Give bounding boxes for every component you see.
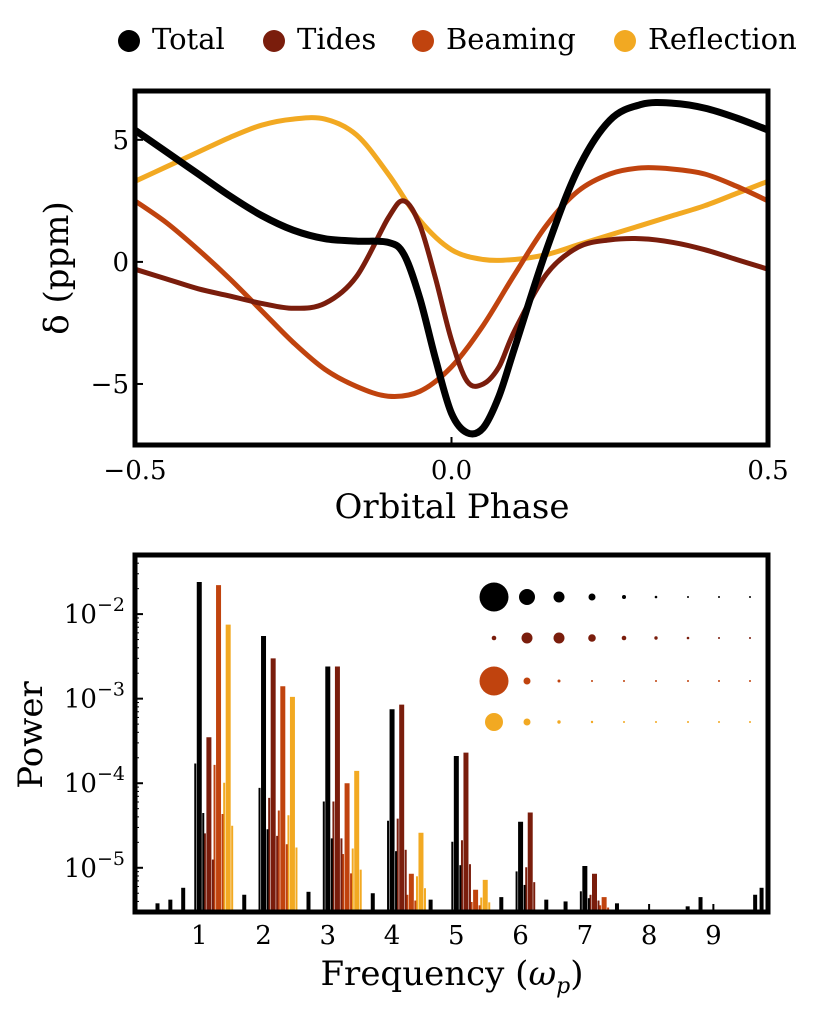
series-line-beaming bbox=[135, 165, 768, 399]
inset-dot-reflection bbox=[557, 720, 561, 724]
bottom-y-tick-label: 10−2 bbox=[64, 594, 125, 630]
bottom-y-tick-label: 10−5 bbox=[64, 848, 125, 884]
top-x-tick-label: −0.5 bbox=[103, 456, 166, 486]
inset-dot-tides bbox=[718, 637, 720, 639]
legend-marker-reflection bbox=[614, 30, 636, 52]
top-x-tick-label: 0.5 bbox=[747, 456, 788, 486]
top-y-axis-title: δ (ppm) bbox=[37, 201, 77, 335]
series-line-tides bbox=[135, 198, 768, 389]
tick-base: 10 bbox=[64, 600, 97, 630]
legend-marker-beaming bbox=[412, 30, 434, 52]
inset-dot-reflection bbox=[687, 721, 689, 723]
top-x-axis-title: Orbital Phase bbox=[335, 487, 570, 527]
inset-dot-beaming bbox=[591, 680, 593, 682]
inset-dot-reflection bbox=[590, 720, 594, 724]
legend-marker-tides bbox=[263, 30, 285, 52]
bottom-x-tick-label: 4 bbox=[384, 921, 401, 951]
top-y-tick-label: −5 bbox=[91, 370, 129, 400]
inset-dot-reflection bbox=[523, 718, 531, 726]
bottom-x-axis-title-close: ) bbox=[570, 954, 583, 994]
harmonic-dot-grid bbox=[479, 582, 751, 731]
omega-subscript: p bbox=[556, 974, 570, 999]
legend: Total Tides Beaming Reflection bbox=[118, 22, 797, 56]
top-x-tick-label: 0.0 bbox=[431, 456, 472, 486]
bottom-x-tick-label: 5 bbox=[448, 921, 465, 951]
tick-base: 10 bbox=[64, 854, 97, 884]
inset-dot-beaming bbox=[623, 680, 625, 682]
inset-dot-tides bbox=[491, 635, 497, 641]
bottom-x-tick-label: 9 bbox=[705, 921, 722, 951]
inset-dot-total bbox=[553, 591, 565, 603]
bottom-plot-frame bbox=[132, 552, 771, 915]
bottom-x-tick-label: 6 bbox=[512, 921, 529, 951]
tick-base: 10 bbox=[64, 685, 97, 715]
inset-dot-total bbox=[622, 595, 626, 599]
legend-label-total: Total bbox=[152, 22, 225, 56]
inset-dot-total bbox=[749, 596, 751, 598]
inset-dot-reflection bbox=[485, 713, 503, 731]
inset-dot-total bbox=[654, 595, 658, 599]
inset-dot-beaming bbox=[479, 666, 509, 696]
legend-marker-total bbox=[118, 30, 140, 52]
top-plot-frame bbox=[132, 88, 771, 448]
inset-dot-total bbox=[479, 582, 509, 612]
tick-exponent: −3 bbox=[97, 679, 125, 701]
top-y-tick-label: 5 bbox=[112, 126, 129, 156]
inset-dot-total bbox=[718, 596, 720, 598]
inset-dot-total bbox=[588, 593, 596, 601]
inset-dot-beaming bbox=[557, 679, 561, 683]
bottom-x-tick-label: 1 bbox=[191, 921, 208, 951]
inset-dot-tides bbox=[749, 637, 751, 639]
inset-dot-reflection bbox=[749, 721, 751, 723]
bottom-x-tick-label: 3 bbox=[320, 921, 337, 951]
inset-dot-beaming bbox=[687, 680, 689, 682]
inset-dot-total bbox=[519, 589, 535, 605]
tick-exponent: −4 bbox=[97, 763, 125, 785]
inset-dot-beaming bbox=[523, 677, 531, 685]
bottom-x-tick-label: 7 bbox=[577, 921, 594, 951]
inset-dot-tides bbox=[621, 635, 627, 641]
bottom-x-tick-label: 2 bbox=[255, 921, 272, 951]
legend-label-reflection: Reflection bbox=[648, 22, 797, 56]
inset-dot-tides bbox=[521, 632, 533, 644]
inset-dot-beaming bbox=[718, 680, 720, 682]
phase-curve-plot: −0.5 0.0 0.5 5 0 −5 Orbital Phase δ (ppm) bbox=[37, 88, 789, 527]
inset-dot-beaming bbox=[655, 680, 657, 682]
inset-dot-reflection bbox=[623, 721, 625, 723]
inset-dot-reflection bbox=[718, 721, 720, 723]
omega-symbol: ω bbox=[528, 954, 556, 994]
power-spectrum-plot: 1 2 3 4 5 6 7 8 910−210−310−410−5 Frequency (ωp)… bbox=[11, 552, 771, 999]
bottom-y-axis-title: Power bbox=[11, 681, 51, 789]
top-y-tick-label: 0 bbox=[112, 248, 129, 278]
series-line-reflection bbox=[135, 115, 768, 263]
tick-exponent: −2 bbox=[97, 594, 125, 616]
inset-dot-beaming bbox=[749, 680, 751, 682]
bottom-y-tick-label: 10−4 bbox=[64, 763, 125, 799]
bottom-x-axis-title: Frequency (ωp) bbox=[320, 954, 583, 999]
inset-dot-tides bbox=[686, 636, 690, 640]
inset-dot-tides bbox=[553, 632, 565, 644]
inset-dot-reflection bbox=[655, 721, 657, 723]
inset-dot-tides bbox=[588, 634, 596, 642]
bottom-y-tick-label: 10−3 bbox=[64, 679, 125, 715]
inset-dot-tides bbox=[654, 636, 658, 640]
legend-label-beaming: Beaming bbox=[446, 22, 576, 56]
bottom-x-tick-label: 8 bbox=[641, 921, 658, 951]
tick-exponent: −5 bbox=[97, 848, 125, 870]
series-line-total bbox=[135, 99, 768, 438]
bottom-x-axis-title-text: Frequency ( bbox=[320, 954, 528, 994]
legend-label-tides: Tides bbox=[297, 22, 376, 56]
tick-base: 10 bbox=[64, 769, 97, 799]
inset-dot-total bbox=[687, 596, 689, 598]
